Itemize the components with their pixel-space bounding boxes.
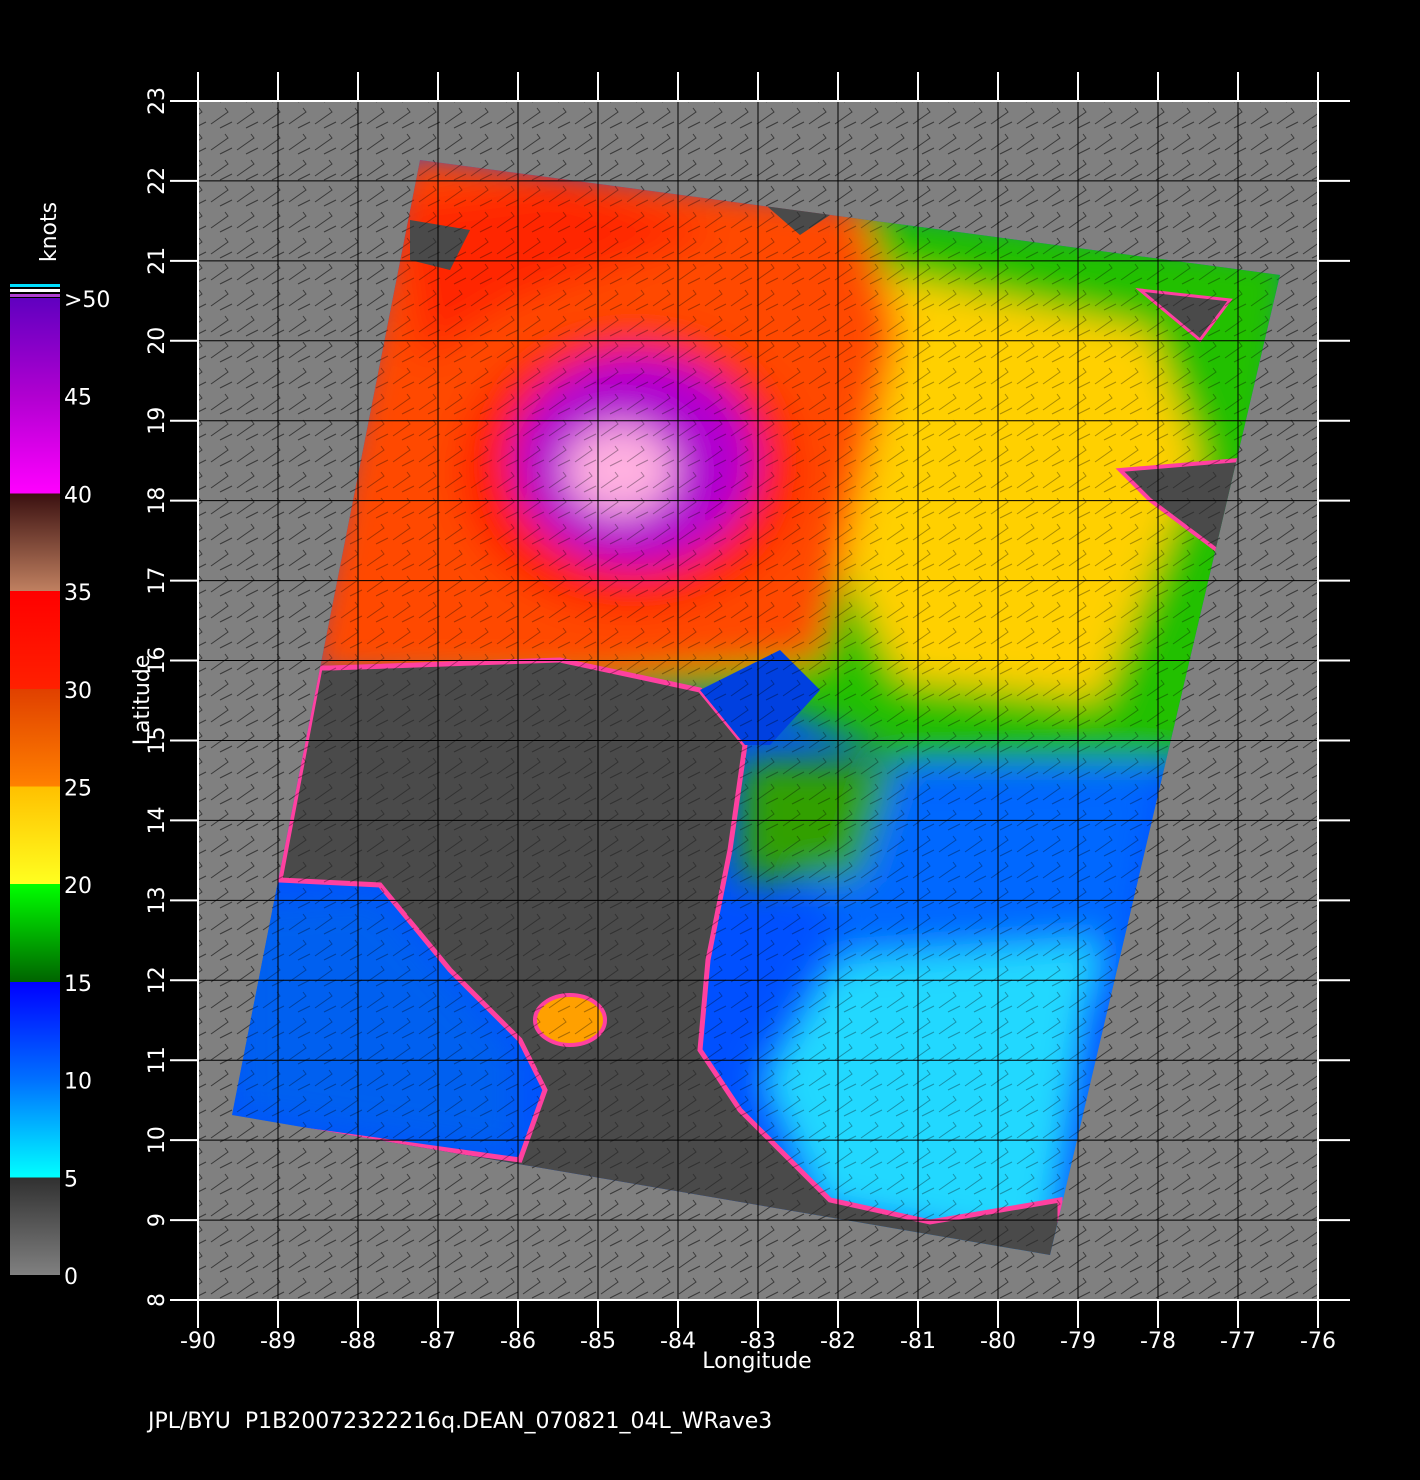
- x-tick-label: -89: [260, 1329, 296, 1354]
- y-tick-label: 16: [145, 647, 170, 675]
- x-tick-label: -78: [1140, 1329, 1176, 1354]
- y-tick-label: 18: [145, 487, 170, 515]
- x-tick-label: -84: [660, 1329, 696, 1354]
- colorbar-tick-label: 40: [64, 483, 92, 508]
- map: [197, 100, 1319, 1301]
- y-tick-label: 21: [145, 247, 170, 275]
- colorbar-tick-label: 10: [64, 1070, 92, 1095]
- x-axis-label: Longitude: [702, 1349, 811, 1374]
- grid: [197, 100, 1319, 1301]
- x-tick-label: -83: [740, 1329, 776, 1354]
- colorbar-tick-label: 20: [64, 874, 92, 899]
- y-tick-label: 8: [145, 1293, 170, 1307]
- y-tick-label: 17: [145, 567, 170, 595]
- footer: JPL/BYU P1B20072322216q.DEAN_070821_04L_…: [146, 1409, 772, 1434]
- y-tick-label: 9: [145, 1213, 170, 1227]
- x-tick-label: -76: [1300, 1329, 1336, 1354]
- colorbar-tick-label: 15: [64, 972, 92, 997]
- x-tick-label: -90: [180, 1329, 216, 1354]
- x-tick-label: -88: [340, 1329, 376, 1354]
- x-tick-label: -87: [420, 1329, 456, 1354]
- colorbar-tick-label: 30: [64, 679, 92, 704]
- x-tick-label: -77: [1220, 1329, 1256, 1354]
- x-tick-label: -80: [980, 1329, 1016, 1354]
- colorbar-tick-label: 25: [64, 777, 92, 802]
- map-frame: [197, 100, 1319, 1301]
- y-axis-label: Latitude: [130, 655, 155, 746]
- colorbar-unit: knots: [37, 202, 62, 262]
- colorbar-tick-label: >50: [64, 288, 110, 313]
- colorbar-tick-label: 45: [64, 386, 92, 411]
- colorbar: knots: [10, 202, 62, 1275]
- x-tick-label: -79: [1060, 1329, 1096, 1354]
- x-tick-label: -86: [500, 1329, 536, 1354]
- y-tick-label: 20: [145, 327, 170, 355]
- y-tick-label: 11: [145, 1046, 170, 1074]
- y-tick-label: 22: [145, 167, 170, 195]
- x-tick-label: -81: [900, 1329, 936, 1354]
- y-tick-label: 10: [145, 1126, 170, 1154]
- colorbar-scale: [10, 298, 60, 1275]
- y-tick-label: 19: [145, 407, 170, 435]
- x-tick-label: -85: [580, 1329, 616, 1354]
- y-tick-label: 14: [145, 806, 170, 834]
- colorbar-tick-label: 5: [64, 1167, 78, 1192]
- y-tick-label: 23: [145, 87, 170, 115]
- y-tick-label: 15: [145, 726, 170, 754]
- swath: [232, 160, 1280, 1255]
- y-tick-label: 13: [145, 886, 170, 914]
- y-tick-label: 12: [145, 966, 170, 994]
- colorbar-tick-label: 35: [64, 581, 92, 606]
- colorbar-tick-label: 0: [64, 1265, 78, 1290]
- x-tick-label: -82: [820, 1329, 856, 1354]
